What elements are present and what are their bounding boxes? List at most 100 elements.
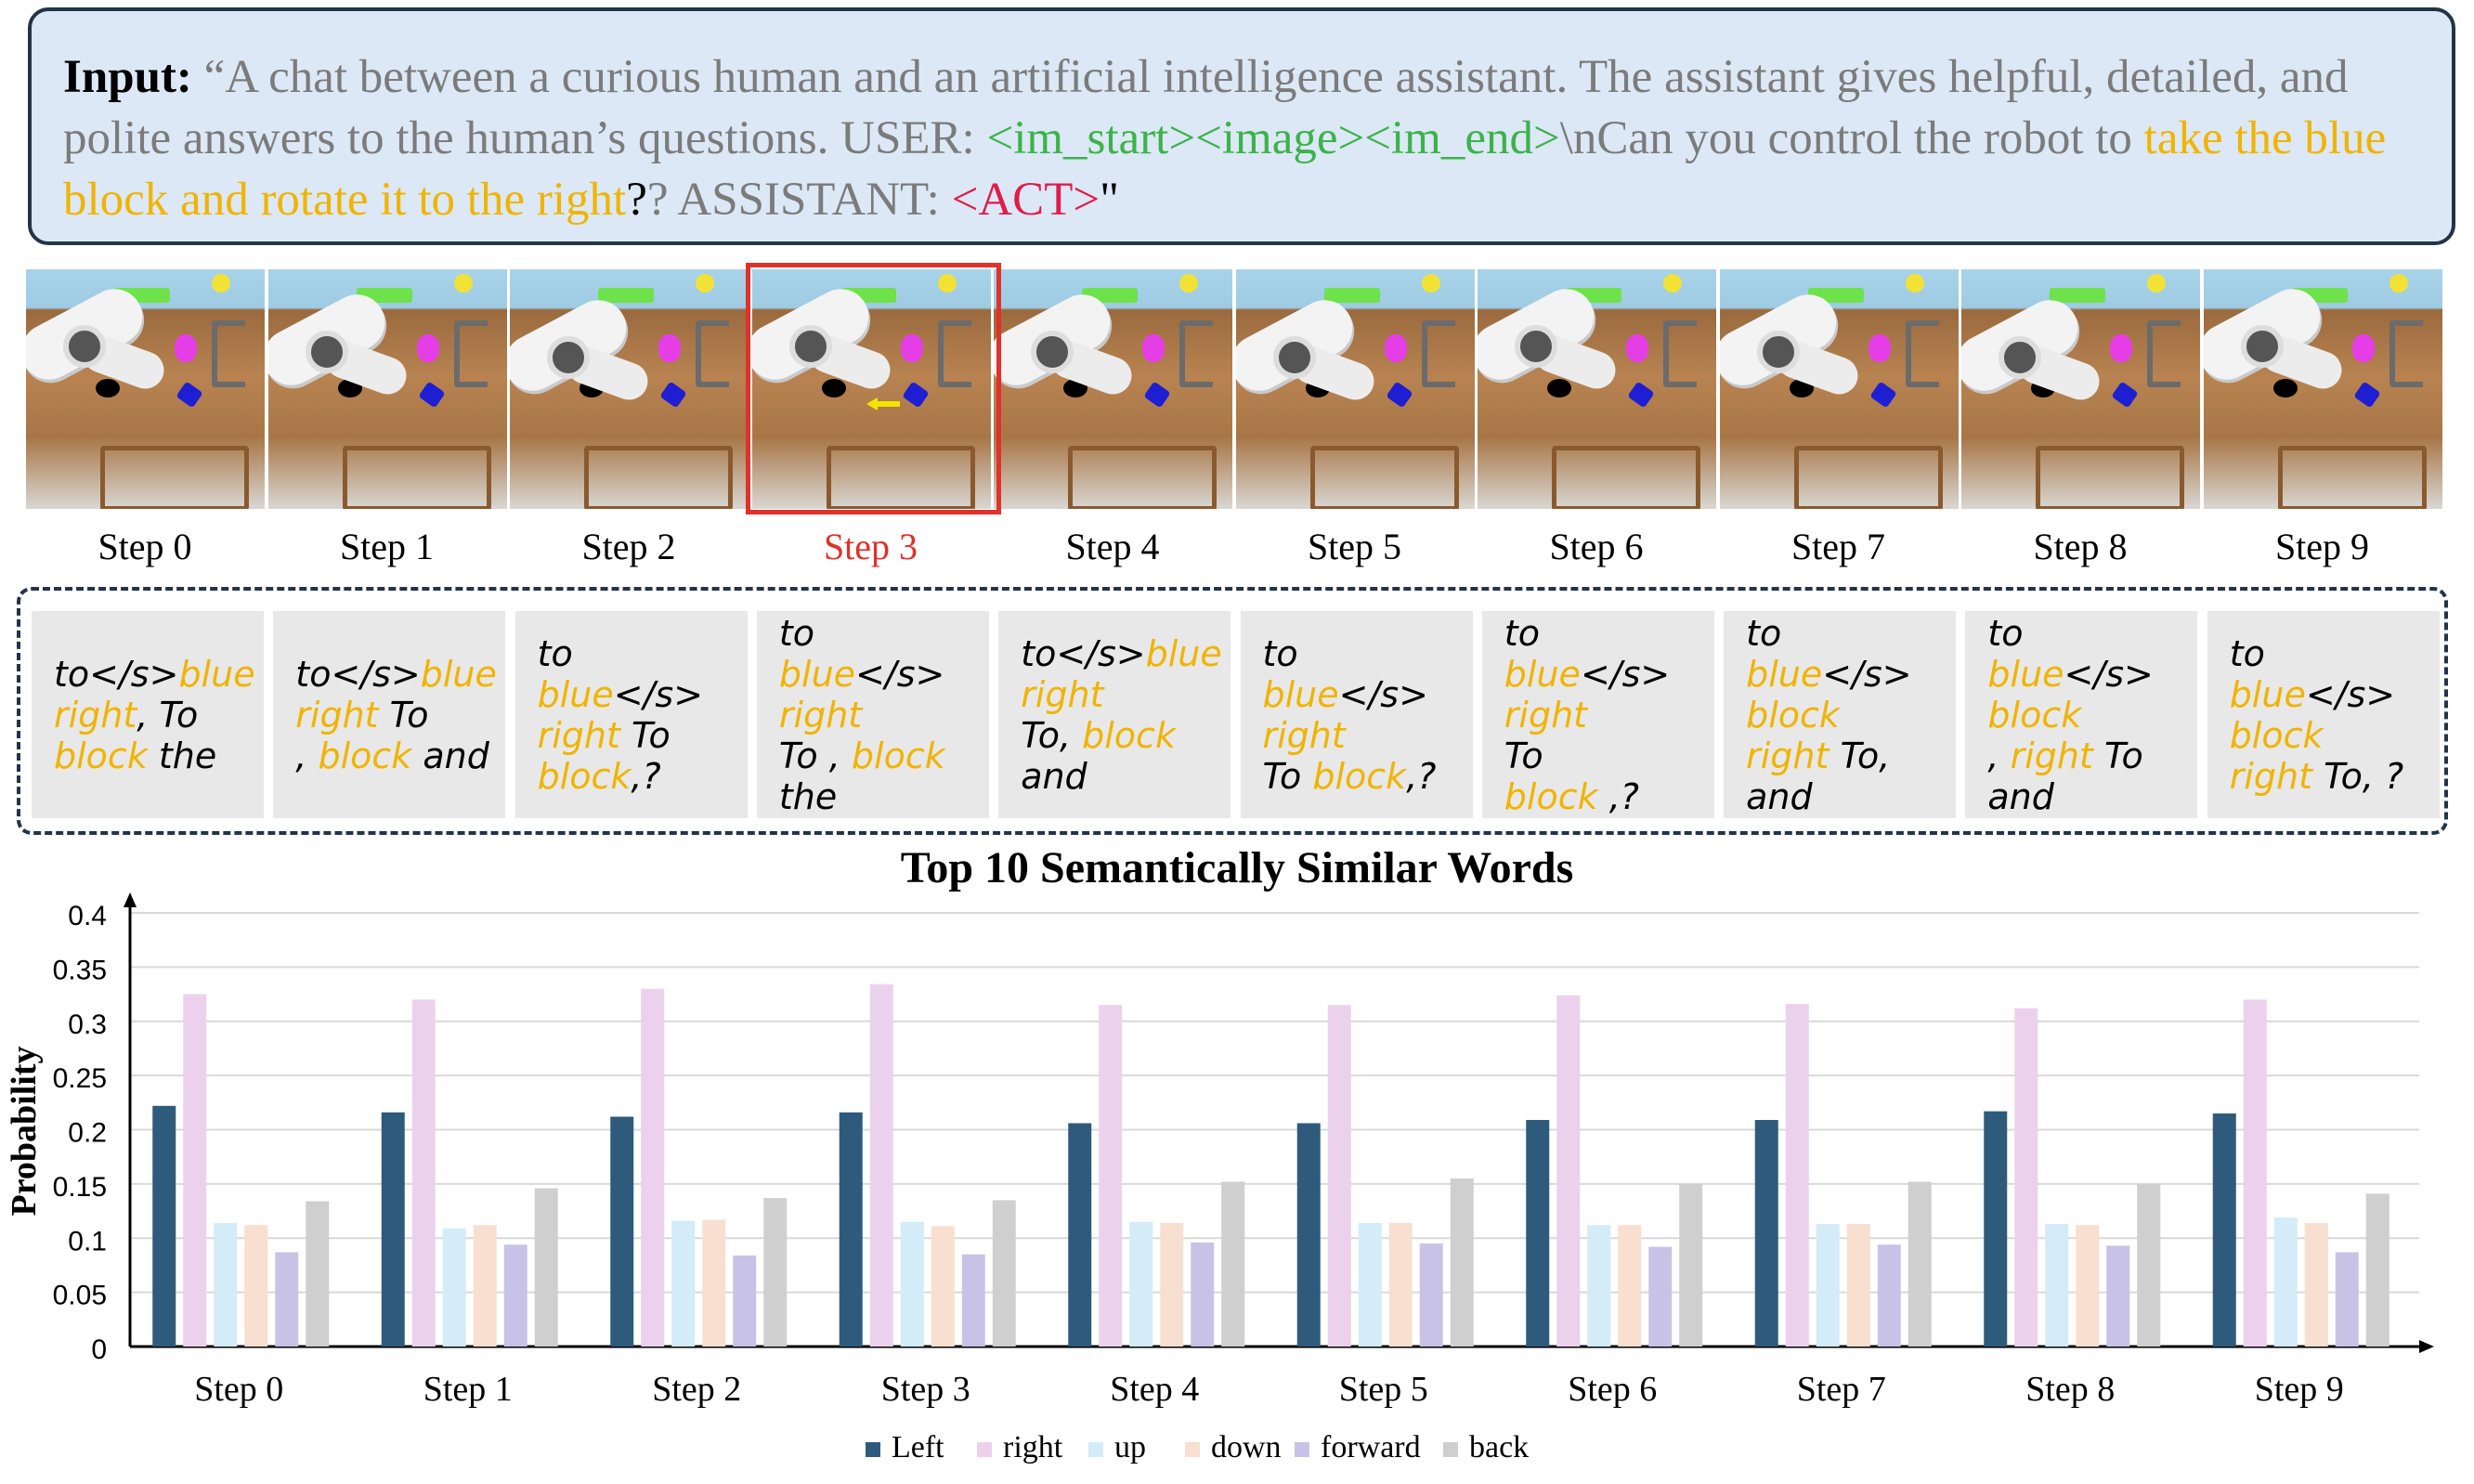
blue-block: [417, 381, 446, 409]
y-tick-label: 0.25: [53, 1063, 107, 1094]
robot-frame-step-5: [1235, 269, 1475, 509]
word-token: block: [1312, 755, 1407, 797]
word-token: To: [378, 694, 429, 735]
x-tick-label: Step 3: [881, 1370, 970, 1409]
y-tick-label: 0.35: [53, 955, 107, 985]
word-token: and: [1746, 775, 1813, 817]
word-token: and: [1021, 755, 1087, 797]
bar-down-6: [1618, 1225, 1642, 1347]
word-token: the: [778, 775, 838, 817]
yellow-ball: [2389, 274, 2408, 293]
x-tick-label: Step 1: [423, 1370, 513, 1409]
bar-forward-6: [1648, 1246, 1673, 1347]
bar-back-4: [1221, 1181, 1245, 1347]
word-token: blue: [1746, 653, 1823, 695]
blue-block: [1143, 381, 1171, 409]
bar-down-9: [2304, 1222, 2328, 1347]
word-card-line: block,?: [538, 756, 748, 797]
word-token: blue: [178, 653, 255, 695]
word-card-step-8: to blue</s> block, right To and: [1965, 611, 2198, 818]
word-token: ,: [295, 735, 319, 776]
frame-step-label: Step 7: [1790, 526, 1886, 567]
prompt-text-1: A chat between a curious human and an ar…: [63, 51, 2349, 164]
y-axis-arrow-icon: [124, 892, 137, 907]
bar-back-2: [763, 1198, 788, 1347]
bar-left-2: [610, 1116, 634, 1347]
green-target-block: [1323, 288, 1380, 303]
black-hole: [1547, 379, 1571, 397]
green-target-block: [598, 288, 654, 303]
legend-label: down: [1211, 1430, 1282, 1464]
y-tick-label: 0.05: [53, 1281, 107, 1311]
bar-right-3: [869, 984, 893, 1347]
x-tick-label: Step 0: [194, 1370, 283, 1409]
word-token: To,: [1829, 735, 1891, 776]
bar-back-1: [534, 1188, 558, 1347]
prompt-qmark: ?: [626, 174, 647, 226]
robot-joint: [547, 336, 590, 379]
drawer: [2277, 446, 2427, 509]
word-card-line: block ,?: [1504, 776, 1714, 817]
y-tick-label: 0.4: [68, 901, 107, 931]
blue-block: [659, 381, 687, 409]
bar-forward-4: [1191, 1242, 1215, 1347]
bar-left-4: [1068, 1123, 1092, 1347]
bar-back-3: [992, 1200, 1016, 1347]
wall-handle: [212, 320, 245, 387]
bar-up-8: [2045, 1224, 2069, 1347]
word-token: block: [318, 735, 412, 776]
legend-swatch: [1088, 1442, 1103, 1457]
y-tick-label: 0.1: [68, 1226, 107, 1256]
legend-label: forward: [1321, 1430, 1421, 1464]
word-card-line: to blue</s>: [538, 633, 748, 715]
word-card-line: right To: [538, 715, 748, 756]
bar-down-2: [702, 1219, 726, 1347]
word-card-line: To, block: [1021, 715, 1230, 756]
word-token: right: [295, 694, 379, 735]
y-tick-label: 0: [91, 1334, 107, 1365]
probability-bar-chart: Top 10 Semantically Similar Words 0 0.05 0.…: [5, 843, 2434, 1464]
prompt-label: Input:: [63, 51, 192, 103]
x-tick-label: Step 2: [652, 1370, 741, 1409]
word-card-line: , right To: [1987, 735, 2197, 776]
legend-label: back: [1469, 1430, 1529, 1464]
word-card-line: blue</s>: [1987, 654, 2197, 695]
pink-object: [1142, 334, 1165, 362]
word-token: to</s>: [1021, 632, 1146, 674]
word-card-line: right: [779, 695, 989, 735]
bar-back-8: [2137, 1183, 2161, 1347]
chart-title: Top 10 Semantically Similar Words: [901, 843, 1574, 892]
word-token: to</s>: [295, 653, 421, 695]
word-card-line: the: [779, 776, 989, 817]
pink-object: [658, 334, 681, 362]
robot-frame-step-9: [2203, 269, 2442, 509]
word-token: to: [778, 612, 815, 654]
bar-forward-5: [1419, 1243, 1443, 1347]
word-cards-panel: [17, 587, 2448, 835]
yellow-ball: [696, 274, 714, 293]
wall-handle: [1421, 320, 1455, 387]
word-card-line: to: [1263, 633, 1473, 674]
word-card-line: to</s>blue: [54, 654, 264, 695]
robot-joint: [1999, 336, 2041, 379]
word-card-line: and: [1987, 776, 2197, 817]
robot-joint: [788, 325, 832, 368]
robot-frame-step-2: [510, 269, 749, 509]
word-token: , To: [137, 694, 199, 735]
yellow-ball: [1663, 274, 1682, 293]
green-target-block: [2050, 288, 2105, 303]
word-token: block: [1746, 694, 1840, 735]
legend-label: right: [1003, 1430, 1063, 1464]
word-card-step-4: to</s>blue right To, block and: [998, 611, 1231, 818]
bar-forward-0: [275, 1252, 299, 1347]
drawer: [1552, 446, 1700, 509]
x-tick-label: Step 6: [1568, 1370, 1657, 1409]
word-token: right: [1504, 694, 1588, 735]
word-card-line: and: [1021, 756, 1230, 797]
word-card-line: right, To: [54, 695, 264, 735]
drawer: [826, 446, 975, 509]
wall-handle: [1663, 320, 1697, 387]
x-axis-arrow-icon: [2419, 1340, 2434, 1353]
blue-block: [2352, 381, 2381, 409]
y-axis-label: Probability: [5, 1047, 44, 1217]
